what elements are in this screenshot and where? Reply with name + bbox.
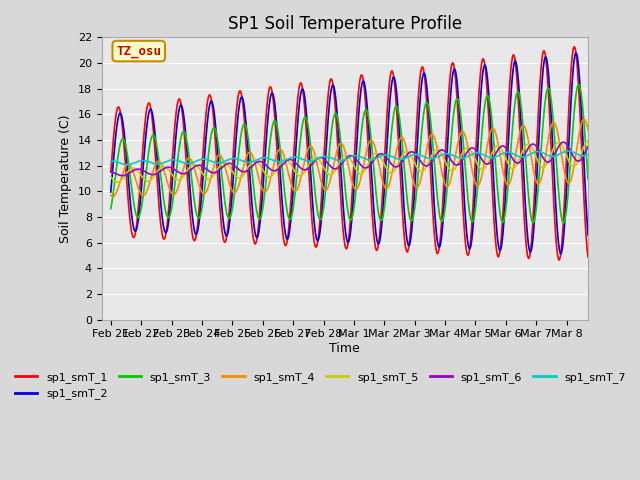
sp1_smT_2 bbox=[107, 189, 115, 195]
Line: sp1_smT_5: sp1_smT_5 bbox=[111, 141, 597, 182]
sp1_smT_6 bbox=[579, 154, 587, 159]
sp1_smT_5 bbox=[585, 138, 593, 144]
sp1_smT_4 bbox=[109, 193, 116, 199]
sp1_smT_3 bbox=[579, 110, 587, 116]
sp1_smT_5 bbox=[107, 174, 115, 180]
sp1_smT_5 bbox=[593, 152, 601, 157]
sp1_smT_7 bbox=[579, 153, 587, 158]
sp1_smT_6 bbox=[132, 167, 140, 172]
sp1_smT_5 bbox=[114, 179, 122, 185]
sp1_smT_6 bbox=[331, 166, 339, 172]
Text: TZ_osu: TZ_osu bbox=[116, 45, 161, 58]
sp1_smT_1 bbox=[586, 259, 593, 264]
sp1_smT_4 bbox=[490, 126, 498, 132]
sp1_smT_7 bbox=[344, 156, 351, 161]
sp1_smT_1 bbox=[107, 169, 115, 175]
sp1_smT_1 bbox=[570, 44, 578, 49]
sp1_smT_2 bbox=[572, 50, 580, 56]
Line: sp1_smT_3: sp1_smT_3 bbox=[111, 84, 597, 223]
sp1_smT_7 bbox=[132, 159, 140, 165]
sp1_smT_3 bbox=[590, 220, 598, 226]
sp1_smT_3 bbox=[490, 138, 497, 144]
sp1_smT_3 bbox=[330, 112, 338, 118]
sp1_smT_5 bbox=[490, 146, 498, 152]
sp1_smT_1 bbox=[344, 244, 351, 250]
sp1_smT_7 bbox=[331, 156, 339, 162]
sp1_smT_7 bbox=[579, 153, 587, 158]
sp1_smT_5 bbox=[344, 153, 351, 159]
Line: sp1_smT_1: sp1_smT_1 bbox=[111, 47, 597, 262]
sp1_smT_5 bbox=[579, 146, 587, 152]
sp1_smT_2 bbox=[588, 252, 595, 258]
sp1_smT_2 bbox=[593, 185, 601, 191]
sp1_smT_2 bbox=[344, 239, 351, 244]
sp1_smT_5 bbox=[331, 168, 339, 174]
Title: SP1 Soil Temperature Profile: SP1 Soil Temperature Profile bbox=[228, 15, 462, 33]
sp1_smT_6 bbox=[490, 154, 498, 160]
sp1_smT_6 bbox=[579, 154, 587, 160]
sp1_smT_2 bbox=[490, 179, 497, 184]
sp1_smT_4 bbox=[107, 192, 115, 198]
sp1_smT_1 bbox=[579, 175, 587, 180]
sp1_smT_6 bbox=[344, 154, 351, 160]
sp1_smT_4 bbox=[579, 117, 587, 123]
sp1_smT_7 bbox=[490, 155, 498, 160]
X-axis label: Time: Time bbox=[330, 342, 360, 355]
Line: sp1_smT_7: sp1_smT_7 bbox=[111, 150, 597, 165]
sp1_smT_3 bbox=[579, 107, 587, 113]
Line: sp1_smT_2: sp1_smT_2 bbox=[111, 53, 597, 255]
sp1_smT_6 bbox=[118, 173, 126, 179]
sp1_smT_3 bbox=[593, 205, 601, 211]
sp1_smT_4 bbox=[331, 157, 339, 163]
sp1_smT_3 bbox=[107, 206, 115, 212]
sp1_smT_1 bbox=[593, 150, 601, 156]
sp1_smT_2 bbox=[132, 228, 140, 234]
sp1_smT_3 bbox=[575, 82, 582, 87]
sp1_smT_4 bbox=[580, 117, 588, 122]
sp1_smT_1 bbox=[579, 180, 587, 186]
sp1_smT_2 bbox=[579, 138, 587, 144]
Line: sp1_smT_6: sp1_smT_6 bbox=[111, 140, 597, 176]
sp1_smT_6 bbox=[593, 140, 601, 145]
sp1_smT_5 bbox=[579, 145, 587, 151]
sp1_smT_1 bbox=[330, 94, 338, 99]
sp1_smT_5 bbox=[132, 167, 140, 172]
sp1_smT_4 bbox=[593, 177, 601, 182]
sp1_smT_2 bbox=[330, 86, 338, 92]
sp1_smT_3 bbox=[132, 210, 140, 216]
sp1_smT_6 bbox=[590, 137, 598, 143]
Line: sp1_smT_4: sp1_smT_4 bbox=[111, 120, 597, 196]
sp1_smT_3 bbox=[344, 204, 351, 210]
sp1_smT_1 bbox=[132, 229, 140, 235]
sp1_smT_2 bbox=[579, 143, 587, 149]
sp1_smT_7 bbox=[124, 162, 131, 168]
sp1_smT_7 bbox=[593, 147, 601, 153]
sp1_smT_1 bbox=[490, 212, 497, 217]
Legend: sp1_smT_1, sp1_smT_2, sp1_smT_3, sp1_smT_4, sp1_smT_5, sp1_smT_6, sp1_smT_7: sp1_smT_1, sp1_smT_2, sp1_smT_3, sp1_smT… bbox=[11, 368, 630, 404]
sp1_smT_4 bbox=[132, 177, 140, 183]
sp1_smT_7 bbox=[107, 158, 115, 164]
sp1_smT_4 bbox=[344, 159, 351, 165]
sp1_smT_4 bbox=[579, 118, 587, 123]
sp1_smT_6 bbox=[107, 168, 115, 174]
Y-axis label: Soil Temperature (C): Soil Temperature (C) bbox=[59, 114, 72, 243]
